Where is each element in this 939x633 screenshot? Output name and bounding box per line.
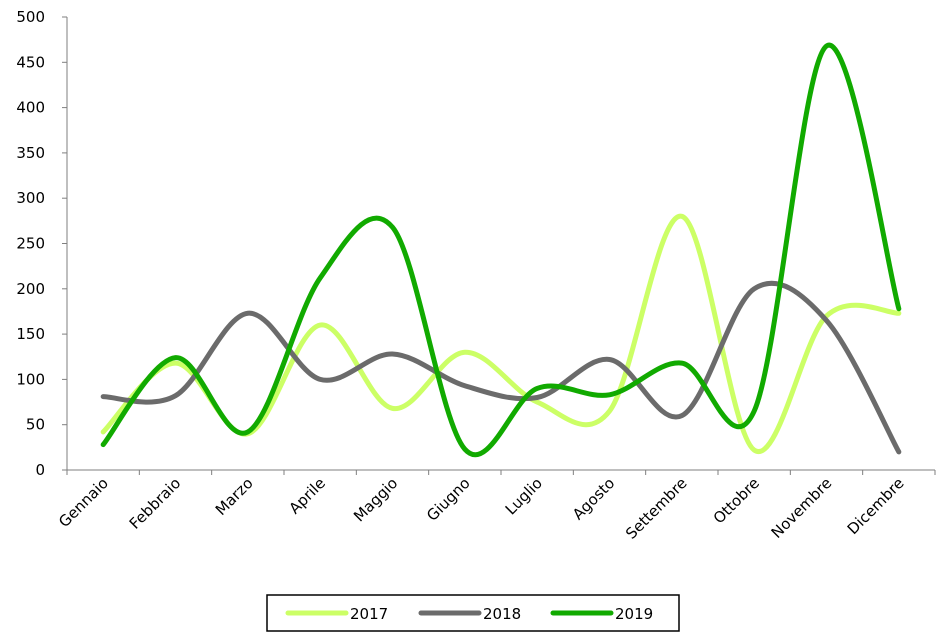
y-tick-label: 400 [16, 99, 45, 117]
y-tick-label: 500 [16, 8, 45, 26]
legend: 2017 2018 2019 [266, 594, 680, 632]
x-tick-label: Agosto [569, 474, 618, 523]
x-axis-ticks: Gennaio Febbraio Marzo Aprile Maggio Giugno Lu… [55, 470, 936, 543]
x-tick-label: Febbraio [126, 474, 185, 533]
legend-label-2018: 2018 [483, 605, 521, 623]
y-tick-label: 100 [16, 370, 45, 388]
legend-label-2019: 2019 [615, 605, 653, 623]
x-tick-label: Dicembre [844, 474, 908, 538]
x-tick-label: Novembre [768, 474, 836, 542]
series-line-2018 [100, 280, 902, 455]
y-tick-label: 350 [16, 144, 45, 162]
y-tick-label: 150 [16, 325, 45, 343]
y-tick-label: 0 [35, 461, 45, 479]
x-tick-label: Maggio [350, 474, 401, 525]
y-tick-label: 250 [16, 235, 45, 253]
x-tick-label: Marzo [212, 474, 257, 519]
y-tick-label: 300 [16, 189, 45, 207]
series-line-2019 [100, 42, 902, 458]
axes [66, 17, 935, 471]
x-tick-label: Giugno [423, 474, 474, 525]
y-axis-ticks: 0 50 100 150 200 250 300 350 400 450 500 [16, 8, 67, 479]
x-tick-label: Luglio [502, 474, 546, 518]
y-tick-label: 200 [16, 280, 45, 298]
legend-label-2017: 2017 [350, 605, 388, 623]
x-tick-label: Gennaio [55, 474, 112, 531]
series-lines [100, 42, 902, 458]
y-tick-label: 50 [26, 416, 45, 434]
y-tick-label: 450 [16, 53, 45, 71]
x-tick-label: Aprile [285, 474, 328, 517]
x-tick-label: Settembre [622, 474, 691, 543]
x-tick-label: Ottobre [710, 474, 763, 527]
